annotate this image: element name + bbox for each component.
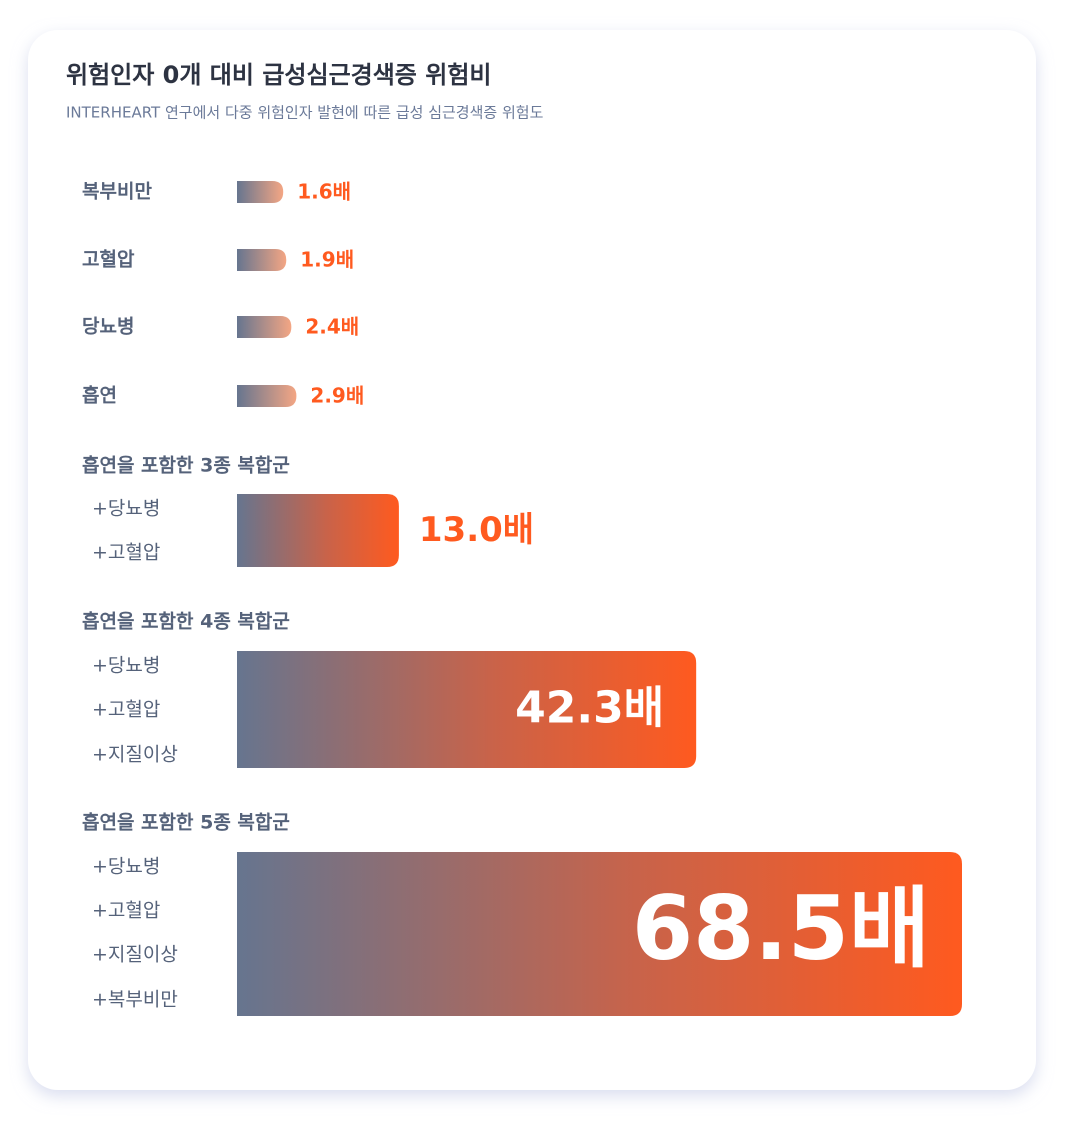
bar <box>237 385 297 407</box>
value-label: 42.3배 <box>515 683 664 734</box>
card <box>28 30 1036 1090</box>
category-label: 당뇨병 <box>82 316 134 338</box>
value-label: 2.4배 <box>305 315 359 339</box>
value-label: 1.9배 <box>300 248 354 272</box>
bar <box>237 316 292 338</box>
component-label: +당뇨병 <box>92 856 160 878</box>
value-label: 68.5배 <box>632 877 930 980</box>
category-label: 복부비만 <box>82 181 152 203</box>
category-label: 고혈압 <box>82 248 135 271</box>
title: 위험인자 0개 대비 급성심근경색증 위험비 <box>66 61 491 89</box>
bar <box>237 651 697 768</box>
bar <box>237 494 399 567</box>
component-label: +당뇨병 <box>92 655 160 677</box>
bar <box>237 852 962 1016</box>
component-label: +지질이상 <box>92 744 178 766</box>
component-label: +지질이상 <box>92 944 178 966</box>
bar <box>237 249 287 271</box>
group-label: 흡연을 포함한 5종 복합군 <box>82 811 290 834</box>
group-label: 흡연을 포함한 3종 복합군 <box>82 454 290 477</box>
category-label: 흡연 <box>82 384 117 407</box>
component-label: +당뇨병 <box>92 498 160 520</box>
value-label: 13.0배 <box>419 510 534 550</box>
value-label: 1.6배 <box>297 180 351 204</box>
component-label: +복부비만 <box>92 989 178 1011</box>
subtitle: INTERHEART 연구에서 다중 위험인자 발현에 따른 급성 심근경색증 … <box>66 104 544 122</box>
component-label: +고혈압 <box>92 542 160 564</box>
group-label: 흡연을 포함한 4종 복합군 <box>82 610 290 633</box>
component-label: +고혈압 <box>92 900 160 922</box>
bar <box>237 181 284 203</box>
component-label: +고혈압 <box>92 699 160 721</box>
value-label: 2.9배 <box>310 384 364 408</box>
